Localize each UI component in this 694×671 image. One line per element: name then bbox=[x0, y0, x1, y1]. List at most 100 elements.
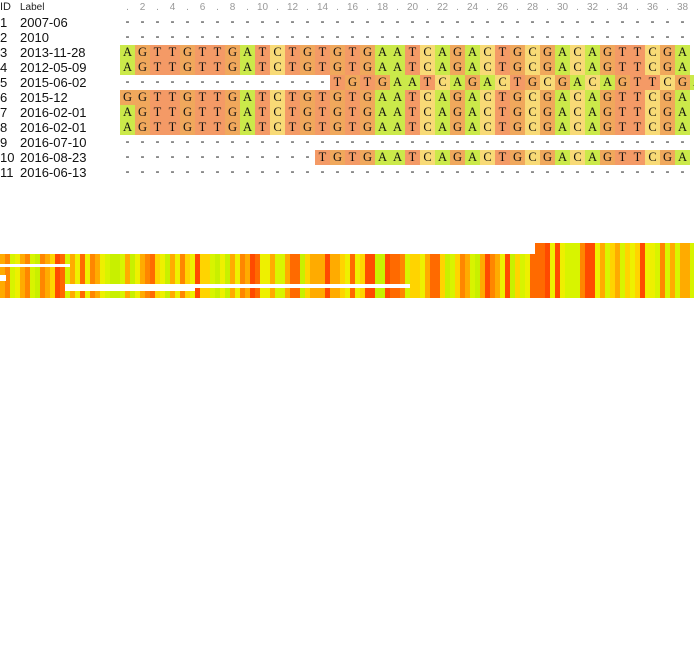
nucleotide-cell[interactable]: C bbox=[645, 90, 660, 105]
gap-cell[interactable]: - bbox=[290, 164, 295, 178]
gap-cell[interactable]: - bbox=[605, 14, 610, 28]
nucleotide-cell[interactable]: G bbox=[540, 90, 555, 105]
gap-cell[interactable]: - bbox=[230, 134, 235, 148]
gap-cell[interactable]: - bbox=[230, 74, 235, 88]
nucleotide-cell[interactable]: A bbox=[555, 150, 570, 165]
row-label[interactable]: 2016-08-23 bbox=[20, 150, 87, 165]
gap-cell[interactable]: - bbox=[500, 134, 505, 148]
gap-cell[interactable]: - bbox=[185, 74, 190, 88]
gap-cell[interactable]: - bbox=[365, 14, 370, 28]
sequence-row[interactable]: 7 2016-02-01 A G T T G T T G A T C T G T G T G A A T C A G A C T G C G… bbox=[0, 105, 694, 120]
gap-cell[interactable]: - bbox=[155, 74, 160, 88]
gap-cell[interactable]: - bbox=[125, 74, 130, 88]
gap-cell[interactable]: - bbox=[365, 29, 370, 43]
nucleotide-cell[interactable]: T bbox=[615, 60, 630, 75]
nucleotide-cell[interactable]: G bbox=[600, 60, 615, 75]
nucleotide-cell[interactable]: G bbox=[600, 45, 615, 60]
nucleotide-cell[interactable]: G bbox=[135, 105, 150, 120]
nucleotide-cell[interactable]: A bbox=[465, 45, 480, 60]
nucleotide-cell[interactable]: G bbox=[510, 105, 525, 120]
nucleotide-cell[interactable]: T bbox=[315, 90, 330, 105]
nucleotide-cell[interactable]: G bbox=[180, 60, 195, 75]
nucleotide-cell[interactable]: T bbox=[315, 60, 330, 75]
nucleotide-cell[interactable]: A bbox=[555, 90, 570, 105]
sequence-row[interactable]: 8 2016-02-01 A G T T G T T G A T C T G T G T G A A T C A G A C T G C G… bbox=[0, 120, 694, 135]
row-label[interactable]: 2007-06 bbox=[20, 15, 68, 30]
gap-cell[interactable]: - bbox=[215, 14, 220, 28]
nucleotide-cell[interactable]: G bbox=[330, 105, 345, 120]
nucleotide-cell[interactable]: C bbox=[270, 45, 285, 60]
nucleotide-cell[interactable]: C bbox=[525, 60, 540, 75]
nucleotide-cell[interactable]: C bbox=[585, 75, 600, 90]
nucleotide-cell[interactable]: T bbox=[405, 120, 420, 135]
nucleotide-cell[interactable]: A bbox=[375, 60, 390, 75]
gap-cell[interactable]: - bbox=[425, 134, 430, 148]
gap-cell[interactable]: - bbox=[650, 29, 655, 43]
nucleotide-cell[interactable]: G bbox=[300, 120, 315, 135]
nucleotide-cell[interactable]: A bbox=[435, 45, 450, 60]
gap-cell[interactable]: - bbox=[425, 14, 430, 28]
gap-cell[interactable]: - bbox=[200, 134, 205, 148]
nucleotide-cell[interactable]: G bbox=[540, 150, 555, 165]
gap-cell[interactable]: - bbox=[215, 74, 220, 88]
gap-cell[interactable]: - bbox=[455, 134, 460, 148]
nucleotide-cell[interactable]: A bbox=[390, 90, 405, 105]
nucleotide-cell[interactable]: T bbox=[315, 45, 330, 60]
gap-cell[interactable]: - bbox=[215, 164, 220, 178]
gap-cell[interactable]: - bbox=[245, 74, 250, 88]
nucleotide-cell[interactable]: G bbox=[360, 45, 375, 60]
sequence-row[interactable]: 10 2016-08-23- - - - - - - - - - - - - T G T G A A T C A G A C T G C… bbox=[0, 150, 694, 165]
nucleotide-cell[interactable]: G bbox=[615, 75, 630, 90]
gap-cell[interactable]: - bbox=[125, 14, 130, 28]
nucleotide-cell[interactable]: T bbox=[345, 120, 360, 135]
nucleotide-cell[interactable]: T bbox=[615, 150, 630, 165]
nucleotide-cell[interactable]: G bbox=[360, 60, 375, 75]
nucleotide-cell[interactable]: T bbox=[285, 105, 300, 120]
nucleotide-cell[interactable]: A bbox=[120, 60, 135, 75]
nucleotide-cell[interactable]: A bbox=[675, 150, 690, 165]
gap-cell[interactable]: - bbox=[200, 164, 205, 178]
nucleotide-cell[interactable]: T bbox=[360, 75, 375, 90]
nucleotide-cell[interactable]: G bbox=[180, 90, 195, 105]
gap-cell[interactable]: - bbox=[350, 164, 355, 178]
gap-cell[interactable]: - bbox=[690, 15, 694, 30]
gap-cell[interactable]: - bbox=[305, 164, 310, 178]
nucleotide-cell[interactable]: C bbox=[420, 45, 435, 60]
gap-cell[interactable]: - bbox=[275, 149, 280, 163]
nucleotide-cell[interactable]: C bbox=[570, 90, 585, 105]
nucleotide-cell[interactable]: G bbox=[225, 120, 240, 135]
nucleotide-cell[interactable]: T bbox=[645, 75, 660, 90]
gap-cell[interactable]: - bbox=[245, 29, 250, 43]
nucleotide-cell[interactable]: T bbox=[210, 120, 225, 135]
nucleotide-cell[interactable]: T bbox=[285, 45, 300, 60]
nucleotide-cell[interactable]: T bbox=[630, 75, 645, 90]
gap-cell[interactable]: - bbox=[395, 14, 400, 28]
nucleotide-cell[interactable]: T bbox=[405, 105, 420, 120]
gap-cell[interactable]: - bbox=[440, 14, 445, 28]
nucleotide-cell[interactable]: A bbox=[465, 90, 480, 105]
gap-cell[interactable]: - bbox=[245, 134, 250, 148]
nucleotide-cell[interactable]: T bbox=[150, 45, 165, 60]
gap-cell[interactable]: - bbox=[125, 164, 130, 178]
row-label[interactable]: 2016-07-10 bbox=[20, 135, 87, 150]
gap-cell[interactable]: - bbox=[590, 134, 595, 148]
gap-cell[interactable]: - bbox=[440, 164, 445, 178]
nucleotide-cell[interactable]: A bbox=[435, 105, 450, 120]
gap-cell[interactable]: - bbox=[155, 14, 160, 28]
nucleotide-cell[interactable]: T bbox=[330, 75, 345, 90]
nucleotide-cell[interactable]: G bbox=[555, 75, 570, 90]
nucleotide-cell[interactable]: T bbox=[615, 120, 630, 135]
nucleotide-cell[interactable]: G bbox=[450, 60, 465, 75]
nucleotide-cell[interactable]: A bbox=[375, 90, 390, 105]
gap-cell[interactable]: - bbox=[470, 134, 475, 148]
gap-cell[interactable]: - bbox=[140, 134, 145, 148]
nucleotide-cell[interactable]: G bbox=[300, 45, 315, 60]
gap-cell[interactable]: - bbox=[200, 14, 205, 28]
nucleotide-cell[interactable]: G bbox=[525, 75, 540, 90]
nucleotide-cell[interactable]: T bbox=[165, 90, 180, 105]
nucleotide-cell[interactable]: A bbox=[585, 120, 600, 135]
gap-cell[interactable]: - bbox=[410, 29, 415, 43]
nucleotide-cell[interactable]: A bbox=[120, 105, 135, 120]
gap-cell[interactable]: - bbox=[260, 134, 265, 148]
nucleotide-cell[interactable]: T bbox=[315, 120, 330, 135]
